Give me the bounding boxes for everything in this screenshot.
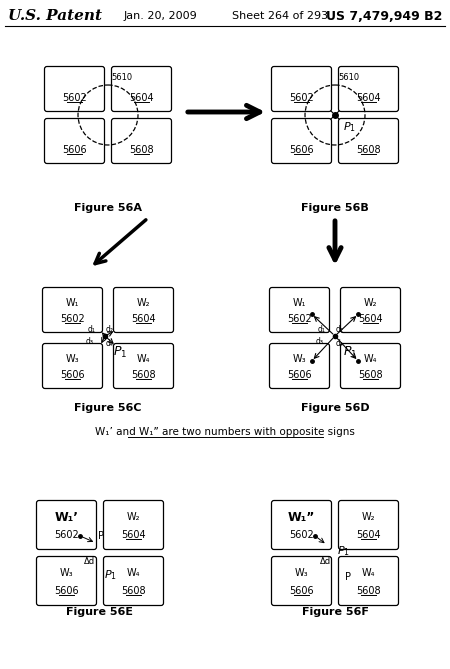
Text: d₂: d₂ [336, 324, 344, 334]
Text: Figure 56A: Figure 56A [74, 203, 142, 213]
Text: 5604: 5604 [356, 93, 381, 103]
FancyBboxPatch shape [341, 288, 400, 332]
Text: W₃: W₃ [60, 568, 73, 578]
Text: W₂: W₂ [364, 298, 377, 308]
FancyBboxPatch shape [104, 557, 163, 605]
Text: 5602: 5602 [289, 530, 314, 540]
Text: $P_1$: $P_1$ [343, 345, 357, 359]
Text: W₃: W₃ [66, 354, 79, 364]
Text: Figure 56F: Figure 56F [302, 607, 369, 617]
FancyBboxPatch shape [45, 66, 104, 112]
FancyBboxPatch shape [271, 118, 332, 163]
Text: 5604: 5604 [358, 314, 383, 324]
Text: $P_1$: $P_1$ [113, 345, 127, 359]
Text: W₄: W₄ [364, 354, 377, 364]
Text: d₃: d₃ [86, 337, 94, 345]
Text: Δd: Δd [320, 557, 331, 565]
Text: $P_1$: $P_1$ [337, 544, 350, 558]
Text: 5602: 5602 [54, 530, 79, 540]
Text: W₃: W₃ [295, 568, 308, 578]
Text: 5608: 5608 [356, 585, 381, 595]
FancyBboxPatch shape [271, 66, 332, 112]
Text: 5608: 5608 [356, 145, 381, 155]
FancyBboxPatch shape [112, 118, 171, 163]
Text: U.S. Patent: U.S. Patent [8, 9, 102, 23]
Text: 5606: 5606 [289, 145, 314, 155]
Text: W₄: W₄ [137, 354, 150, 364]
Text: Figure 56C: Figure 56C [74, 403, 142, 413]
Text: US 7,479,949 B2: US 7,479,949 B2 [326, 9, 442, 23]
Text: 5604: 5604 [129, 93, 154, 103]
Text: W₁’: W₁’ [54, 510, 78, 524]
FancyBboxPatch shape [36, 500, 96, 549]
Text: 5608: 5608 [131, 370, 156, 380]
Text: 5604: 5604 [121, 530, 146, 540]
Text: 5610: 5610 [111, 73, 132, 82]
Text: P: P [98, 531, 104, 541]
FancyBboxPatch shape [338, 557, 399, 605]
FancyBboxPatch shape [104, 500, 163, 549]
FancyBboxPatch shape [113, 343, 174, 389]
Text: Δd: Δd [85, 557, 95, 565]
Text: 5606: 5606 [62, 145, 87, 155]
FancyBboxPatch shape [113, 288, 174, 332]
Text: $P_1$: $P_1$ [343, 120, 356, 134]
Text: P: P [345, 572, 351, 582]
Text: 5602: 5602 [287, 314, 312, 324]
Text: 5602: 5602 [289, 93, 314, 103]
Text: W₄: W₄ [127, 568, 140, 578]
FancyBboxPatch shape [271, 557, 332, 605]
FancyBboxPatch shape [341, 343, 400, 389]
Text: 5608: 5608 [358, 370, 383, 380]
Text: 5606: 5606 [60, 370, 85, 380]
Text: 5610: 5610 [338, 73, 359, 82]
Text: 5608: 5608 [129, 145, 154, 155]
Text: 5602: 5602 [62, 93, 87, 103]
Text: d₄: d₄ [336, 339, 344, 347]
Text: Sheet 264 of 293: Sheet 264 of 293 [232, 11, 328, 21]
Text: W₃: W₃ [292, 354, 306, 364]
Text: W₁”: W₁” [288, 510, 315, 524]
Text: W₂: W₂ [127, 512, 140, 522]
FancyBboxPatch shape [36, 557, 96, 605]
Text: W₁’ and W₁” are two numbers with opposite signs: W₁’ and W₁” are two numbers with opposit… [95, 427, 355, 437]
FancyBboxPatch shape [338, 118, 399, 163]
FancyBboxPatch shape [271, 500, 332, 549]
Text: 5604: 5604 [131, 314, 156, 324]
Text: 5606: 5606 [54, 585, 79, 595]
FancyBboxPatch shape [270, 343, 329, 389]
Text: Figure 56B: Figure 56B [301, 203, 369, 213]
Text: 5608: 5608 [121, 585, 146, 595]
FancyBboxPatch shape [270, 288, 329, 332]
Text: W₂: W₂ [137, 298, 150, 308]
Text: W₁: W₁ [293, 298, 306, 308]
Text: $P_1$: $P_1$ [104, 568, 117, 582]
Text: d₄: d₄ [106, 339, 114, 347]
Text: 5606: 5606 [289, 585, 314, 595]
FancyBboxPatch shape [338, 500, 399, 549]
FancyBboxPatch shape [42, 288, 103, 332]
Text: 5604: 5604 [356, 530, 381, 540]
Text: W₁: W₁ [66, 298, 79, 308]
Text: Figure 56D: Figure 56D [301, 403, 369, 413]
Text: d₁: d₁ [318, 324, 326, 334]
Text: Figure 56E: Figure 56E [67, 607, 134, 617]
Text: d₃: d₃ [316, 337, 324, 345]
FancyBboxPatch shape [112, 66, 171, 112]
Text: d₂: d₂ [106, 324, 114, 334]
Text: 5602: 5602 [60, 314, 85, 324]
Text: 5606: 5606 [287, 370, 312, 380]
Text: d₁: d₁ [88, 324, 96, 334]
Text: W₂: W₂ [362, 512, 375, 522]
FancyBboxPatch shape [42, 343, 103, 389]
Text: Jan. 20, 2009: Jan. 20, 2009 [123, 11, 197, 21]
Text: W₄: W₄ [362, 568, 375, 578]
FancyBboxPatch shape [338, 66, 399, 112]
FancyBboxPatch shape [45, 118, 104, 163]
